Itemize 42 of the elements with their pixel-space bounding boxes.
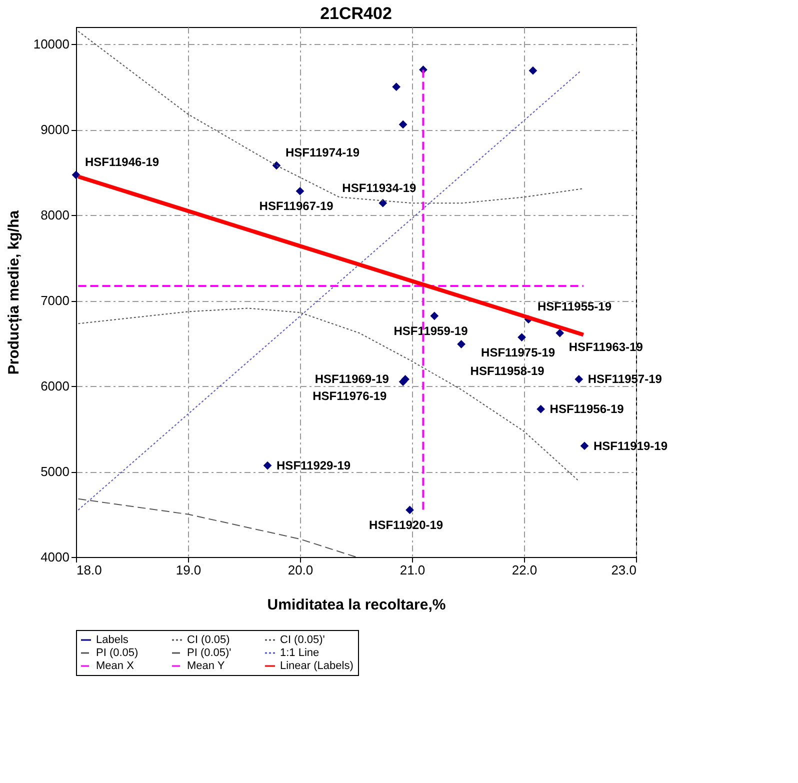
- y-tick-label: 9000: [40, 122, 70, 138]
- y-tick-label: 5000: [40, 464, 70, 480]
- y-tick-label: 7000: [40, 293, 70, 308]
- legend-label: CI (0.05): [187, 634, 230, 646]
- x-tick-label: 20.0: [288, 562, 314, 578]
- x-tick-label: 22.0: [512, 562, 538, 578]
- data-label: HSF11969-19: [314, 372, 390, 386]
- x-axis-title: Umiditatea la recoltare,%: [267, 596, 446, 614]
- y-tick-label: 8000: [40, 208, 70, 223]
- data-label: HSF11920-19: [369, 518, 444, 532]
- x-tick-label: 19.0: [176, 562, 202, 578]
- y-axis-title: Producția medie, kg/ha: [5, 210, 22, 375]
- data-label: HSF11955-19: [537, 299, 612, 314]
- data-label: HSF11919-19: [593, 438, 668, 453]
- legend-label: PI (0.05): [96, 647, 138, 659]
- x-tick-label: 23.0: [611, 562, 636, 578]
- legend-label: PI (0.05)': [187, 647, 232, 659]
- data-label: HSF11967-19: [259, 199, 334, 214]
- chart-title: 21CR402: [320, 4, 392, 23]
- legend-label: Mean X: [96, 660, 135, 672]
- data-label: HSF11958-19: [470, 364, 545, 378]
- legend-label: CI (0.05)': [280, 634, 325, 646]
- data-label: HSF11957-19: [588, 372, 662, 386]
- data-label: HSF11963-19: [568, 340, 644, 354]
- data-label: HSF11934-19: [342, 181, 417, 196]
- data-label: HSF11976-19: [312, 388, 388, 403]
- y-tick-label: 10000: [33, 36, 70, 52]
- legend-label: Labels: [96, 634, 129, 646]
- legend-label: 1:1 Line: [280, 647, 320, 659]
- data-label: HSF11946-19: [85, 154, 160, 169]
- x-tick-label: 18.0: [76, 562, 102, 578]
- x-tick-label: 21.0: [400, 562, 426, 578]
- data-label: HSF11929-19: [276, 458, 351, 473]
- data-label: HSF11974-19: [285, 145, 360, 160]
- y-tick-label: 4000: [40, 550, 70, 564]
- data-label: HSF11975-19: [481, 345, 556, 360]
- legend-label: Linear (Labels): [280, 660, 354, 672]
- y-tick-label: 6000: [40, 378, 70, 394]
- line-series: [78, 498, 356, 557]
- data-label: HSF11956-19: [550, 402, 624, 416]
- legend-label: Mean Y: [187, 660, 226, 672]
- data-label: HSF11959-19: [394, 324, 468, 338]
